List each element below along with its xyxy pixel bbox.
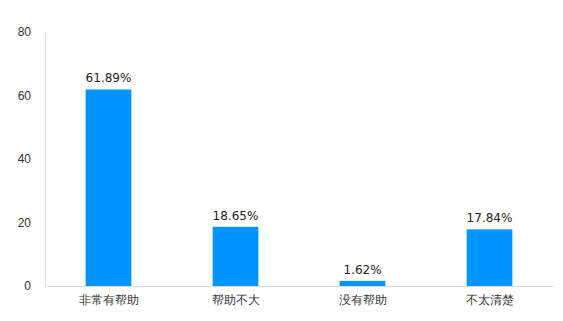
data-label: 17.84% xyxy=(467,211,513,225)
y-tick-label: 20 xyxy=(18,216,32,230)
chart: 0 20 40 60 80 非常有帮助 帮助不大 没有帮助 不太清楚 61.89% 18.65% 1.… xyxy=(0,0,563,321)
y-tick: 0 xyxy=(24,279,45,293)
x-tick: 没有帮助 xyxy=(339,286,387,307)
bar xyxy=(467,229,513,286)
x-tick-label: 不太清楚 xyxy=(466,293,514,307)
data-label: 1.62% xyxy=(343,263,381,277)
x-tick-label: 非常有帮助 xyxy=(79,293,139,307)
x-tick: 不太清楚 xyxy=(466,286,514,307)
y-tick: 60 xyxy=(18,89,45,103)
y-axis-line xyxy=(45,33,46,287)
y-axis: 0 20 40 60 80 xyxy=(18,25,46,293)
data-labels: 61.89% 18.65% 1.62% 17.84% xyxy=(86,71,513,276)
bar xyxy=(213,227,259,286)
y-tick: 80 xyxy=(18,25,45,39)
data-label: 61.89% xyxy=(86,71,132,85)
x-axis-line xyxy=(46,286,554,287)
data-label: 18.65% xyxy=(213,209,259,223)
y-tick-label: 80 xyxy=(18,25,32,39)
y-tick-label: 60 xyxy=(18,89,32,103)
x-tick-label: 帮助不大 xyxy=(212,293,260,307)
bar xyxy=(340,281,386,286)
y-tick-label: 0 xyxy=(24,279,31,293)
x-tick: 帮助不大 xyxy=(212,286,260,307)
y-tick: 20 xyxy=(18,216,45,230)
x-tick: 非常有帮助 xyxy=(79,286,139,307)
bars xyxy=(86,89,513,286)
x-tick-label: 没有帮助 xyxy=(339,293,387,307)
bar xyxy=(86,89,132,286)
y-tick-label: 40 xyxy=(18,152,32,166)
y-tick: 40 xyxy=(18,152,45,166)
plot: 0 20 40 60 80 非常有帮助 帮助不大 没有帮助 不太清楚 61.89% 18.65% 1.… xyxy=(18,25,554,306)
x-axis: 非常有帮助 帮助不大 没有帮助 不太清楚 xyxy=(46,286,554,307)
